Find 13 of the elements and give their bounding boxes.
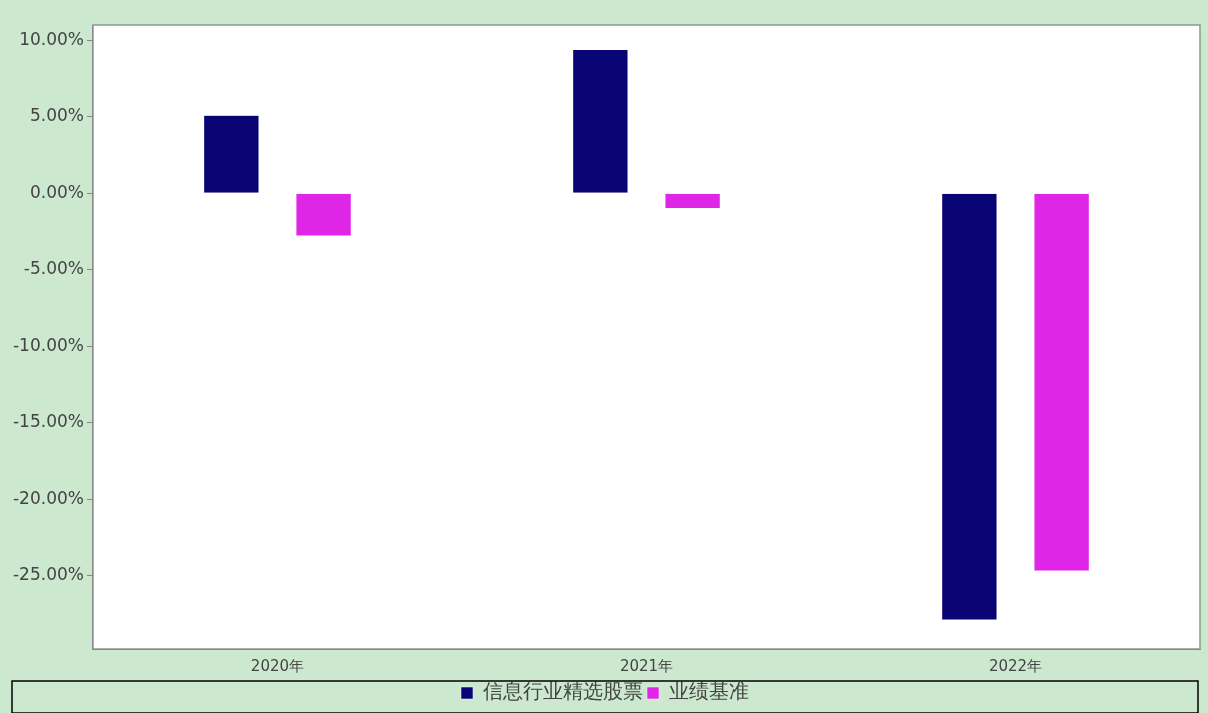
legend-label: 业绩基准 bbox=[669, 679, 749, 704]
y-tick-label: -20.00% bbox=[12, 487, 84, 508]
y-tick-label: 5.00% bbox=[29, 105, 84, 126]
y-tick-label: 0.00% bbox=[29, 181, 84, 202]
y-tick-label: 10.00% bbox=[19, 28, 84, 49]
y-tick-label: -10.00% bbox=[12, 334, 84, 355]
x-tick-label: 2021年 bbox=[619, 656, 674, 675]
x-tick-label: 2020年 bbox=[250, 656, 305, 675]
x-tick-label: 2022年 bbox=[988, 656, 1043, 675]
y-tick-label: -25.00% bbox=[12, 564, 84, 585]
legend-label: 信息行业精选股票 bbox=[483, 679, 643, 704]
y-tick-label: -5.00% bbox=[23, 258, 84, 279]
y-tick-label: -15.00% bbox=[12, 411, 84, 432]
